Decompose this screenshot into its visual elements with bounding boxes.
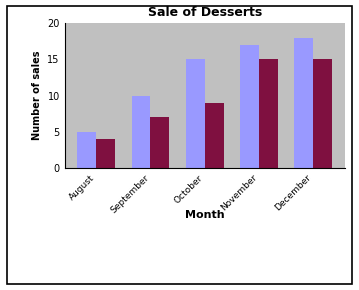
Bar [259, 59, 278, 168]
Bar [294, 38, 313, 168]
Bar [186, 59, 205, 168]
Bar [96, 139, 115, 168]
Bar [131, 96, 150, 168]
Bar [205, 103, 224, 168]
Title: Sale of Desserts: Sale of Desserts [148, 6, 262, 19]
Y-axis label: Number of sales: Number of sales [32, 51, 42, 140]
Bar [77, 132, 96, 168]
Text: Month: Month [185, 210, 224, 220]
Bar [240, 45, 259, 168]
Bar [313, 59, 332, 168]
Bar [150, 117, 169, 168]
